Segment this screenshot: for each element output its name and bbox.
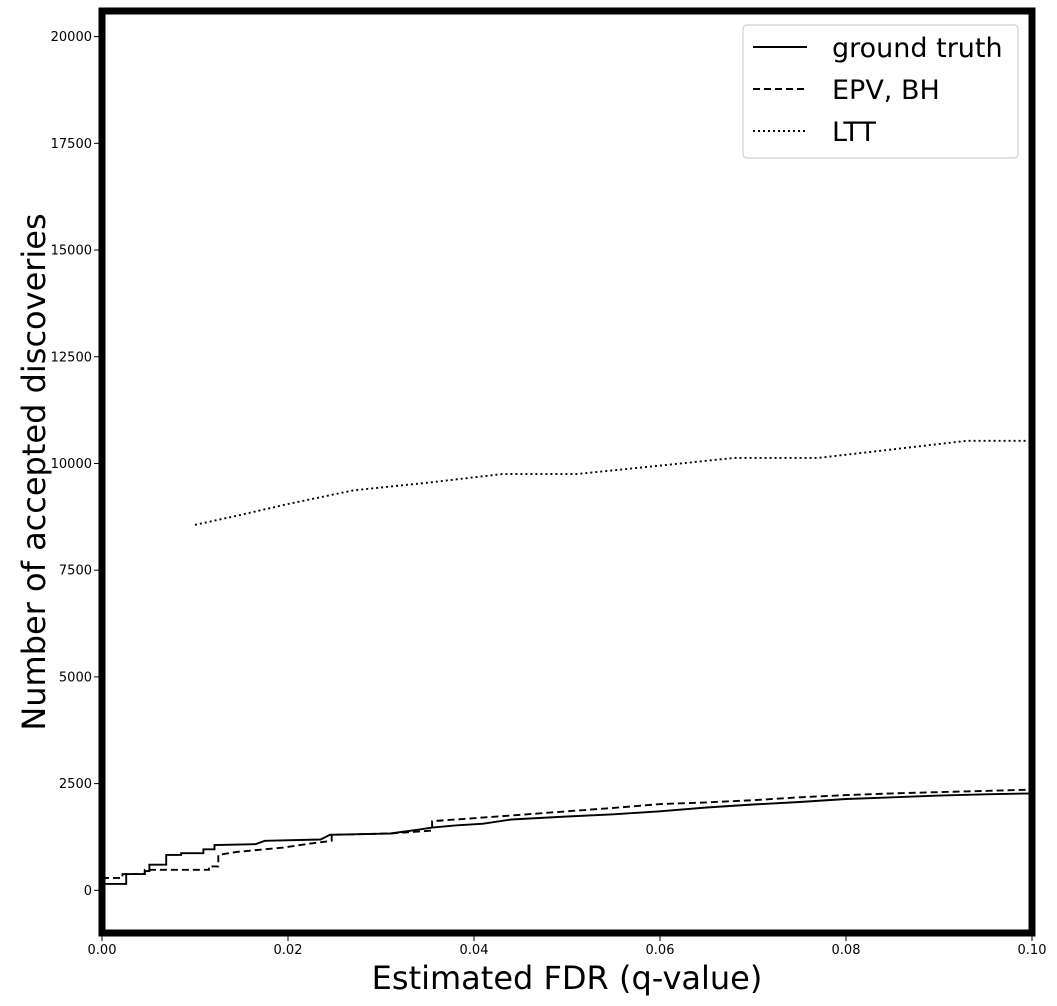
legend-label: ground truth	[832, 33, 1003, 64]
x-tick-label: 0.04	[460, 943, 489, 958]
y-tick-label: 20000	[51, 30, 92, 45]
legend-box	[742, 24, 1019, 159]
y-tick-label: 17500	[51, 137, 92, 152]
series-line-epv-bh	[102, 788, 1033, 879]
y-tick-label: 15000	[51, 244, 92, 259]
y-tick-label: 0	[84, 884, 92, 899]
y-tick-label: 5000	[59, 670, 92, 685]
legend-label: LTT	[832, 117, 876, 148]
plot-area-frame	[98, 7, 1036, 937]
series-line-ltt	[194, 439, 1032, 526]
x-tick-label: 0.06	[646, 943, 675, 958]
series-line-ground-truth	[102, 792, 1033, 885]
x-tick-label: 0.08	[832, 943, 861, 958]
axis-ticks: 0.00 0.02 0.04 0.06 0.08 0.10 0 2500 5000 7500 100…	[51, 30, 1047, 958]
y-axis-label: Number of accepted discoveries	[15, 213, 53, 730]
y-tick-label: 7500	[59, 564, 92, 579]
legend: ground truth EPV, BH LTT	[742, 24, 1019, 159]
x-axis-label: Estimated FDR (q-value)	[372, 959, 763, 997]
y-tick-label: 12500	[51, 350, 92, 365]
x-tick-label: 0.02	[274, 943, 303, 958]
x-tick-label: 0.10	[1018, 943, 1047, 958]
plot-series	[102, 439, 1033, 885]
y-tick-label: 2500	[59, 777, 92, 792]
y-tick-label: 10000	[51, 457, 92, 472]
x-tick-label: 0.00	[88, 943, 117, 958]
legend-label: EPV, BH	[832, 75, 940, 106]
